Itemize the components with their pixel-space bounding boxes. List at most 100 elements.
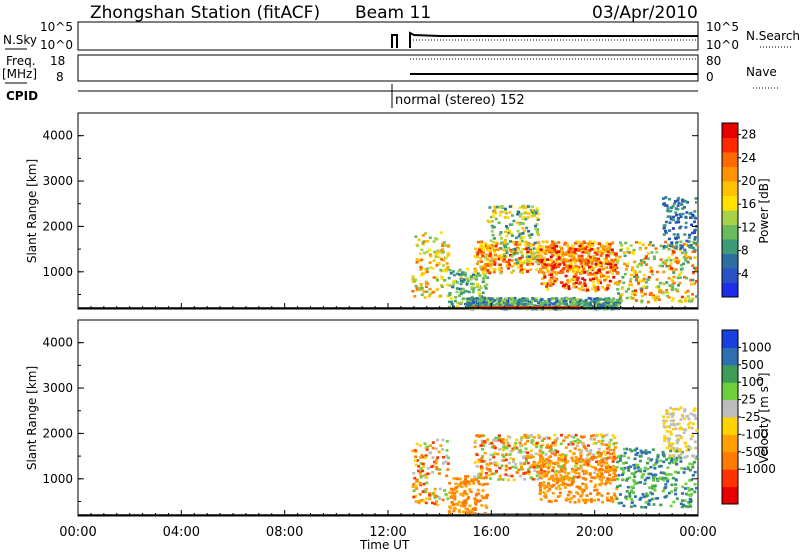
power-cell — [584, 298, 588, 302]
velocity-cell — [539, 457, 543, 460]
velocity-cell — [542, 491, 546, 494]
power-cell — [551, 254, 555, 257]
velocity-cell — [675, 434, 679, 438]
velocity-cell — [577, 457, 581, 461]
velocity-cell — [463, 503, 467, 507]
power-cell — [596, 250, 600, 253]
power-cell — [470, 286, 474, 289]
velocity-cell — [563, 475, 567, 478]
velocity-cell — [462, 491, 466, 495]
power-cell — [420, 293, 424, 297]
power-cell — [603, 302, 607, 306]
velocity-cell — [522, 472, 526, 475]
velocity-cell — [659, 459, 663, 463]
power-cell — [478, 298, 482, 301]
power-cell — [513, 263, 517, 267]
power-cell — [633, 275, 636, 278]
power-cell — [488, 260, 492, 264]
power-cell — [632, 269, 636, 272]
power-cell — [459, 292, 463, 296]
velocity-cell — [590, 434, 593, 438]
power-cell — [485, 303, 489, 306]
velocity-cell — [671, 461, 675, 464]
power-cell — [536, 247, 540, 251]
velocity-cell — [612, 455, 616, 458]
velocity-cell — [501, 453, 504, 457]
velocity-cell — [411, 449, 415, 453]
power-cell — [571, 244, 575, 248]
power-cell — [644, 263, 648, 266]
velocity-cell — [630, 497, 633, 501]
power-cell — [693, 250, 697, 253]
power-colorbar-segment — [722, 195, 738, 211]
velocity-cell — [603, 461, 607, 465]
power-cell — [416, 244, 420, 248]
power-colorbar-segment — [722, 239, 738, 254]
power-cell — [628, 283, 632, 287]
power-cell — [428, 294, 431, 298]
power-cell — [531, 209, 535, 212]
velocity-cell — [688, 421, 692, 424]
velocity-cell — [666, 446, 669, 450]
power-cell — [578, 259, 582, 263]
power-cell — [550, 240, 554, 243]
velocity-cell — [501, 441, 505, 444]
velocity-colorbar-tick-label: -25 — [741, 410, 761, 424]
power-cell — [617, 303, 621, 307]
velocity-cell — [470, 479, 474, 483]
velocity-cell — [535, 474, 539, 477]
power-cell — [691, 278, 695, 282]
power-cell — [610, 252, 614, 256]
power-cell — [601, 246, 605, 250]
velocity-cell — [488, 477, 492, 480]
velocity-cell — [646, 461, 649, 465]
velocity-cell — [639, 470, 643, 473]
power-cell — [564, 241, 567, 245]
power-cell — [661, 291, 665, 295]
velocity-cell — [639, 455, 643, 458]
power-cell — [679, 276, 682, 279]
power-cell — [521, 298, 525, 302]
velocity-cell — [662, 415, 665, 419]
velocity-cell — [588, 464, 592, 467]
power-cell — [491, 233, 495, 237]
power-cell — [549, 273, 553, 276]
power-cell — [610, 307, 614, 311]
velocity-cell — [504, 473, 508, 476]
velocity-cell — [654, 497, 658, 500]
power-cell — [685, 276, 689, 280]
velocity-cell — [581, 482, 585, 486]
xtick-label: 08:00 — [266, 525, 303, 540]
velocity-cell — [482, 459, 486, 463]
velocity-cell — [647, 476, 651, 480]
velocity-cell — [589, 500, 593, 503]
power-cell — [672, 233, 676, 236]
velocity-cell — [564, 454, 568, 457]
power-cell — [541, 270, 545, 274]
velocity-cell — [612, 471, 616, 475]
power-cell — [520, 270, 524, 274]
power-cell — [532, 252, 536, 255]
power-cell — [467, 290, 471, 294]
velocity-cell — [604, 482, 608, 486]
power-cell — [436, 249, 440, 253]
velocity-cell — [464, 511, 468, 514]
power-cell — [635, 273, 638, 277]
power-cell — [476, 262, 479, 266]
velocity-cell — [675, 441, 679, 445]
velocity-cell — [480, 457, 484, 460]
power-cell — [561, 284, 565, 288]
velocity-colorbar-segment — [722, 382, 738, 401]
velocity-cell — [452, 477, 456, 480]
power-cell — [499, 231, 503, 234]
velocity-cell — [418, 493, 422, 496]
power-cell — [687, 298, 691, 302]
power-cell — [654, 247, 658, 250]
power-cell — [622, 251, 626, 254]
velocity-cell — [564, 486, 567, 489]
velocity-cell — [628, 448, 632, 451]
power-cell — [653, 257, 656, 261]
power-cell — [530, 299, 534, 303]
velocity-cell — [481, 448, 484, 451]
velocity-cell — [632, 479, 636, 482]
